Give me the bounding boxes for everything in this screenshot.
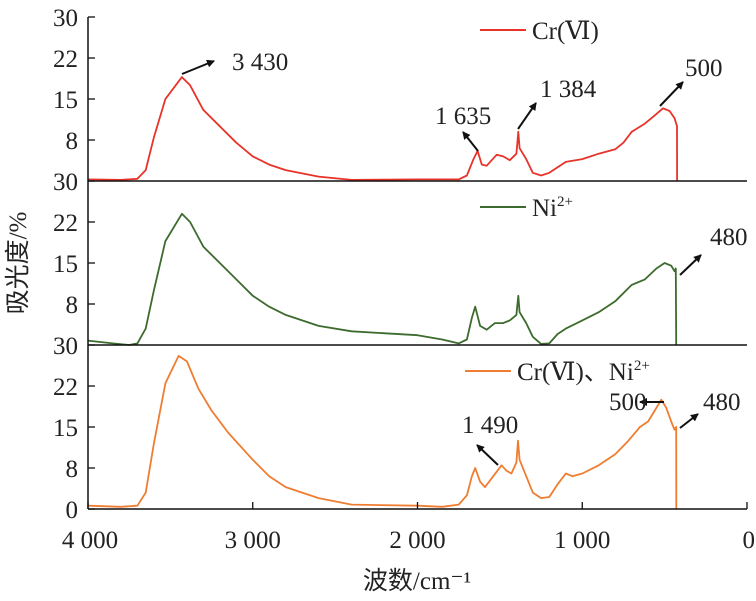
annotation-arrow (181, 59, 215, 75)
annotation-arrow (476, 444, 499, 466)
annotation-arrow (462, 131, 479, 152)
annotation-arrow (679, 254, 702, 276)
annotation-arrow (679, 413, 699, 429)
series-line (87, 355, 678, 510)
x-tick-label: 3 000 (225, 527, 281, 554)
annotation-label: 480 (703, 389, 741, 416)
annotation-label: 1 384 (540, 76, 597, 103)
annotation-arrow (517, 102, 537, 130)
legend-superscript: 2+ (634, 358, 650, 374)
x-tick-label: 1 000 (554, 527, 610, 554)
x-tick-label: 0 (743, 527, 756, 554)
y-tick-label: 22 (53, 374, 78, 401)
series-line (87, 76, 678, 182)
y-axis-label: 吸光度/% (4, 212, 32, 315)
annotation-label: 3 430 (232, 49, 288, 76)
axes: 4 000 3 000 2 000 1 000 0 (62, 17, 755, 554)
x-tick-label: 2 000 (389, 527, 445, 554)
y-tick-label: 30 (53, 169, 78, 196)
y-tick-label: 8 (66, 292, 79, 319)
panel-0: 8 15 22 30 Cr(Ⅵ) 3 430 1 635 1 384 500 (53, 5, 747, 182)
annotation-label: 480 (710, 224, 748, 251)
y-tick-label: 8 (66, 128, 79, 155)
annotation-arrow (659, 81, 684, 107)
panel-2: 0 8 15 22 30 Cr(Ⅵ)、Ni2+ 1 490 500 480 (53, 333, 747, 524)
x-tick-label: 4 000 (62, 527, 118, 554)
legend-superscript: 2+ (557, 194, 573, 210)
y-tick-label: 0 (66, 497, 79, 524)
annotation-label: 1 490 (462, 412, 518, 439)
panels: 8 15 22 30 Cr(Ⅵ) 3 430 1 635 1 384 500 8 15 22 30 Ni2… (53, 5, 748, 524)
annotation-label: 1 635 (435, 103, 491, 130)
y-tick-label: 22 (53, 210, 78, 237)
y-tick-label: 22 (53, 46, 78, 73)
annotation-label: 500 (609, 389, 647, 416)
y-tick-label: 30 (53, 333, 78, 360)
panel-1: 8 15 22 30 Ni2+ 480 (53, 169, 748, 346)
y-tick-label: 30 (53, 5, 78, 32)
series-line (87, 212, 678, 346)
y-tick-label: 8 (66, 456, 79, 483)
y-tick-label: 15 (53, 251, 78, 278)
y-tick-label: 15 (53, 87, 78, 114)
annotation-label: 500 (685, 55, 723, 82)
y-tick-label: 15 (53, 415, 78, 442)
x-axis-label: 波数/cm⁻¹ (363, 567, 471, 595)
legend-label: Cr(Ⅵ) (532, 18, 599, 45)
legend-label: Cr(Ⅵ)、Ni2+ (517, 358, 650, 386)
legend-label: Ni2+ (532, 194, 573, 222)
